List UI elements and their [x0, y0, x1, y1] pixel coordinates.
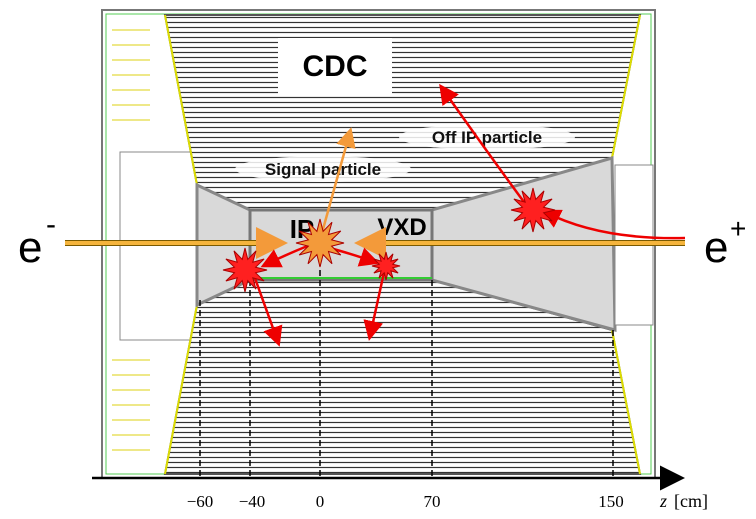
vxd-label: VXD: [377, 214, 426, 241]
vertex: [371, 251, 401, 281]
vertex: [222, 247, 268, 293]
vertices: [222, 187, 556, 293]
electron-charge: -: [46, 208, 56, 241]
tick-label: 0: [316, 492, 325, 511]
vertex: [295, 218, 345, 268]
tick-label: −40: [239, 492, 266, 511]
axis-unit: [cm]: [674, 491, 708, 511]
tick-label: 70: [424, 492, 441, 511]
vertex: [510, 187, 556, 233]
positron: e: [704, 223, 728, 272]
axis: −60 −40 0 70 150 z [cm]: [92, 250, 708, 511]
axis-variable: z: [659, 491, 667, 511]
tick-label: 150: [598, 492, 624, 511]
tracks: [250, 83, 686, 347]
signal-label: Signal particle: [265, 160, 381, 179]
tick-label: −60: [187, 492, 214, 511]
off-ip-label: Off IP particle: [432, 128, 542, 147]
electron: e: [18, 223, 42, 272]
cdc-label: CDC: [303, 50, 368, 83]
cdc-box: [278, 38, 392, 96]
positron-charge: +: [730, 213, 746, 244]
